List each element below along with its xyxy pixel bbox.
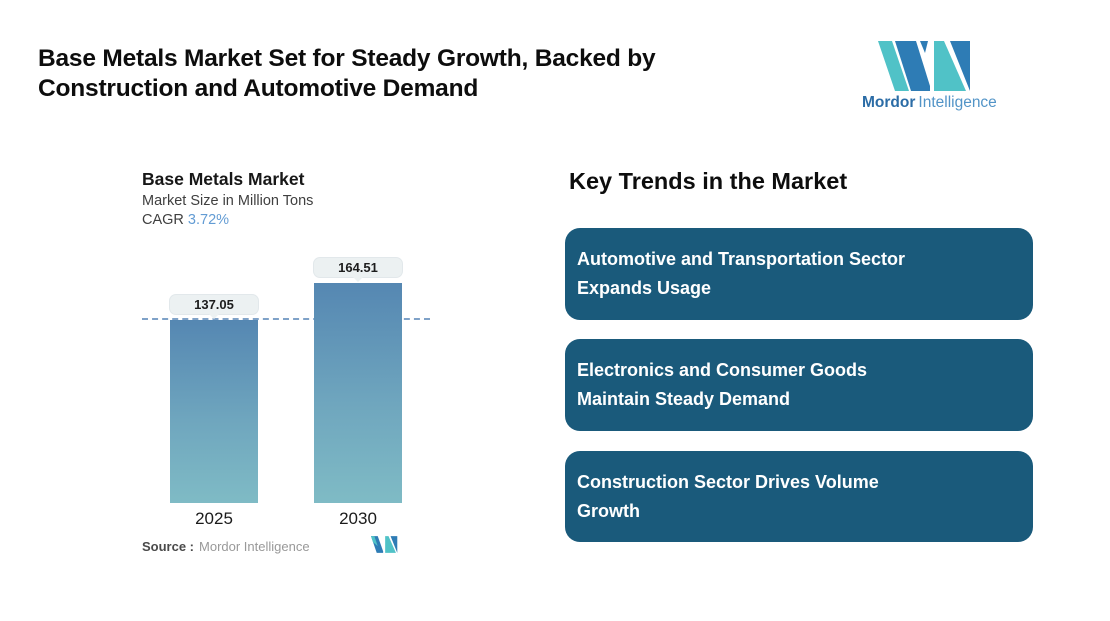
brand-word-intelligence: Intelligence	[918, 94, 997, 111]
data-label-pointer	[209, 314, 219, 319]
cagr-value: 3.72%	[187, 212, 230, 228]
mordor-mini-logo-icon	[371, 536, 398, 553]
chart-subtitle: Market Size in Million Tons	[142, 193, 314, 209]
trends-heading: Key Trends in the Market	[569, 168, 848, 194]
data-label-pointer	[353, 277, 363, 282]
source-line: Source : Mordor Intelligence	[142, 539, 310, 554]
trend-card-label: Construction Sector Drives Volume Growth	[577, 471, 879, 521]
data-label-2025-text: 137.05	[194, 297, 234, 312]
mordor-intelligence-logo-icon	[878, 41, 970, 91]
chart-cagr: CAGR 3.72%	[142, 212, 229, 228]
data-label-2030: 164.51	[314, 258, 402, 282]
baseline-dashed-line	[142, 318, 430, 320]
trend-card-construction: Construction Sector Drives Volume Growth	[565, 451, 1033, 542]
axis-label-2030: 2030	[339, 509, 377, 528]
source-value: Mordor Intelligence	[199, 539, 310, 554]
brand-word-mordor: Mordor	[862, 94, 916, 111]
trend-card-electronics: Electronics and Consumer Goods Maintain …	[565, 339, 1033, 431]
trend-card-label: Electronics and Consumer Goods Maintain …	[577, 360, 868, 409]
axis-label-2025: 2025	[195, 509, 233, 528]
page-title: Base Metals Market Set for Steady Growth…	[38, 45, 656, 102]
bar-2025	[170, 320, 258, 503]
trend-card-automotive: Automotive and Transportation Sector Exp…	[565, 228, 1033, 320]
brand-logo: Mordor Intelligence	[862, 41, 997, 112]
data-label-2030-text: 164.51	[338, 260, 378, 275]
brand-logo-text: Mordor Intelligence	[862, 94, 997, 112]
data-label-2025: 137.05	[170, 295, 258, 319]
trend-card-label: Automotive and Transportation Sector Exp…	[577, 249, 906, 298]
cagr-label: CAGR	[142, 212, 184, 228]
source-label: Source :	[142, 539, 195, 554]
chart-title: Base Metals Market	[142, 169, 305, 189]
bar-2030	[314, 283, 402, 503]
